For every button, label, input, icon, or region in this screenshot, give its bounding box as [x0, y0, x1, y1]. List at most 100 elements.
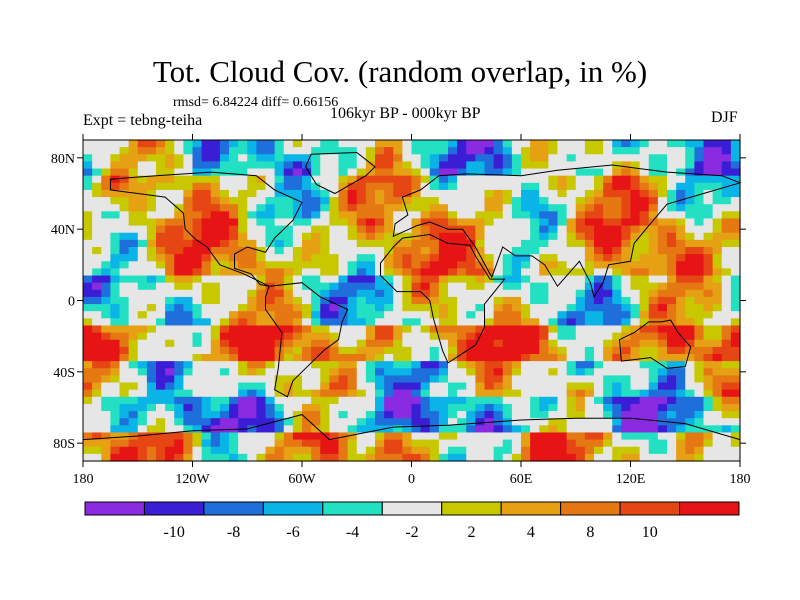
field-cell [110, 254, 121, 262]
field-cell [584, 439, 595, 448]
field-cell [703, 439, 714, 448]
field-cell [274, 161, 285, 170]
field-cell [703, 189, 714, 198]
field-cell [521, 168, 531, 177]
field-cell [730, 225, 741, 234]
field-cell [676, 354, 686, 362]
field-cell [393, 247, 403, 255]
field-cell [594, 311, 604, 319]
field-cell [694, 439, 705, 448]
field-cell [402, 418, 413, 426]
field-cell [566, 140, 577, 148]
field-cell [192, 432, 203, 441]
field-cell [566, 232, 577, 241]
field-cell [685, 289, 695, 298]
field-cell [657, 346, 668, 355]
field-cell [183, 211, 194, 220]
field-cell [393, 254, 403, 262]
field-cell [183, 289, 194, 298]
field-cell [521, 175, 531, 184]
field-cell [229, 161, 239, 170]
field-cell [110, 282, 121, 291]
field-cell [347, 375, 358, 384]
field-cell [703, 218, 714, 227]
field-cell [703, 232, 714, 241]
field-cell [320, 289, 330, 298]
field-cell [429, 168, 440, 177]
field-cell [730, 439, 741, 448]
field-cell [393, 325, 403, 334]
field-cell [365, 403, 376, 412]
field-cell [365, 375, 376, 384]
field-cell [156, 389, 166, 398]
field-cell [557, 411, 568, 419]
field-cell [694, 332, 705, 341]
field-cell [274, 218, 285, 227]
field-cell [156, 289, 166, 298]
field-cell [438, 425, 449, 434]
field-cell [648, 425, 659, 434]
field-cell [575, 368, 586, 376]
field-cell [210, 354, 221, 362]
field-cell [603, 282, 613, 291]
field-cell [584, 446, 595, 455]
field-cell [484, 161, 495, 170]
field-cell [92, 140, 102, 148]
field-cell [466, 318, 476, 327]
field-cell [101, 282, 111, 291]
field-cell [630, 289, 641, 298]
field-cell [119, 368, 130, 376]
field-cell [530, 218, 540, 227]
field-cell [302, 403, 312, 412]
field-cell [92, 168, 102, 177]
field-cell [183, 197, 194, 205]
field-cell [365, 154, 376, 162]
greenland-outline [305, 151, 376, 195]
field-cell [329, 168, 340, 177]
field-cell [201, 453, 212, 462]
field-cell [548, 218, 559, 227]
field-cell [429, 361, 440, 369]
field-cell [676, 175, 686, 184]
field-cell [320, 239, 330, 248]
field-cell [311, 432, 321, 441]
field-cell [429, 211, 440, 220]
field-cell [292, 189, 303, 198]
field-cell [594, 354, 604, 362]
field-cell [502, 304, 513, 312]
field-cell [667, 339, 677, 348]
field-cell [356, 161, 367, 170]
field-cell [384, 389, 394, 398]
field-cell [475, 247, 486, 255]
field-cell [101, 339, 111, 348]
field-cell [219, 268, 230, 277]
field-cell [92, 432, 102, 441]
field-cell [548, 232, 559, 241]
field-cell [685, 261, 695, 269]
field-cell [192, 175, 203, 184]
field-cell [676, 439, 686, 448]
field-cell [484, 354, 495, 362]
field-cell [639, 311, 650, 319]
field-cell [210, 182, 221, 191]
field-cell [110, 197, 121, 205]
field-cell [338, 453, 349, 462]
field-cell [256, 339, 267, 348]
field-cell [375, 346, 385, 355]
field-cell [219, 354, 230, 362]
field-cell [329, 275, 340, 284]
field-cell [101, 332, 111, 341]
field-cell [146, 275, 157, 284]
field-cell [548, 325, 559, 334]
field-cell [219, 325, 230, 334]
field-cell [493, 332, 504, 341]
field-cell [694, 254, 705, 262]
field-cell [639, 361, 650, 369]
field-cell [703, 289, 714, 298]
field-cell [210, 175, 221, 184]
field-cell [101, 439, 111, 448]
field-cell [229, 453, 239, 462]
field-cell [219, 446, 230, 455]
field-cell [338, 439, 349, 448]
field-cell [594, 446, 604, 455]
